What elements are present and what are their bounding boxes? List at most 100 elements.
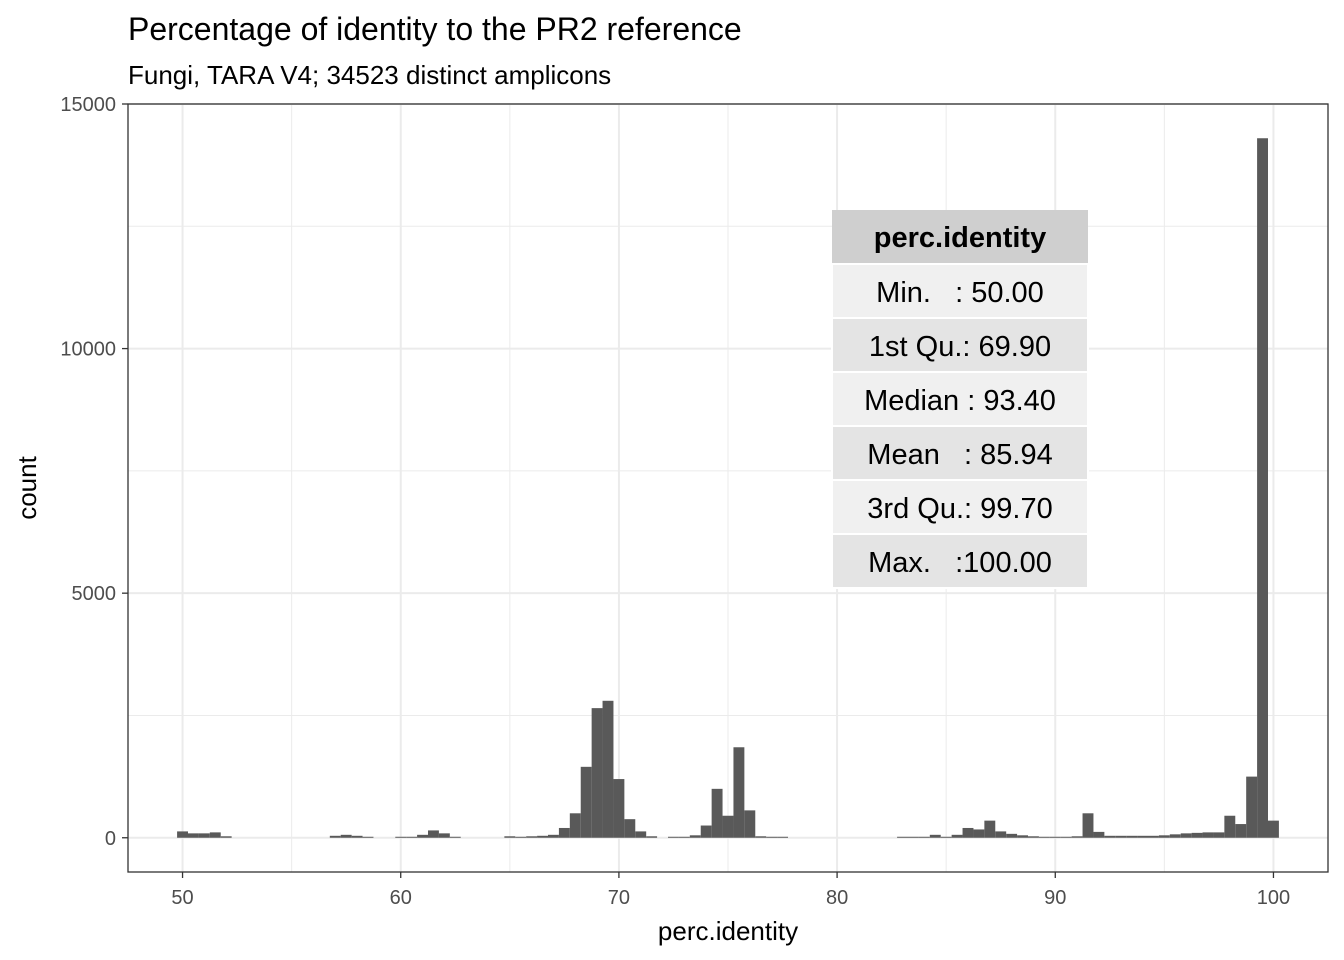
table-row <box>831 371 1089 427</box>
histogram-bar <box>526 836 538 838</box>
y-tick-label: 15000 <box>60 94 116 116</box>
table-header-cell <box>832 210 1088 264</box>
histogram-bar <box>995 831 1007 838</box>
histogram-bar <box>188 833 199 838</box>
histogram-bar <box>777 836 788 838</box>
histogram-bar <box>744 810 756 838</box>
histogram-bar <box>940 836 952 838</box>
table-header: perc.identity <box>874 222 1046 254</box>
histogram-bar <box>1038 836 1050 838</box>
histogram-bar <box>1148 835 1159 838</box>
histogram-bar <box>1257 138 1268 838</box>
table-cell: 1st Qu.: 69.90 <box>869 331 1051 363</box>
histogram-bar <box>1158 835 1170 838</box>
histogram-bar <box>689 835 701 838</box>
histogram-bars <box>177 138 1279 838</box>
histogram-bar <box>209 832 221 838</box>
histogram-bar <box>1017 835 1028 838</box>
table-cell: Mean : 85.94 <box>867 439 1052 471</box>
y-tick-label: 0 <box>105 828 116 850</box>
histogram-bar <box>951 834 963 838</box>
histogram-bar <box>428 830 439 838</box>
histogram-bar <box>1202 832 1214 838</box>
y-tick-label: 10000 <box>60 339 116 361</box>
histogram-bar <box>897 836 908 838</box>
histogram-bar <box>548 834 559 838</box>
histogram-bar <box>1268 820 1279 838</box>
histogram-bar <box>580 766 592 838</box>
histogram-bar <box>340 834 352 838</box>
histogram-bar <box>558 827 570 838</box>
histogram-bar <box>591 708 603 838</box>
histogram-bar <box>635 831 647 838</box>
histogram-bar <box>351 835 363 838</box>
y-tick-label: 5000 <box>72 583 117 605</box>
histogram-bar <box>537 835 548 838</box>
y-axis-label: count <box>12 455 42 519</box>
histogram-bar <box>1093 831 1105 838</box>
histogram-bar <box>1137 835 1148 838</box>
histogram-bar <box>1213 832 1225 838</box>
histogram-bar <box>766 836 778 838</box>
table-row <box>831 533 1089 589</box>
histogram-bar <box>733 747 745 838</box>
histogram-bar <box>613 779 625 838</box>
grid-lines <box>128 103 1328 872</box>
chart-title: Percentage of identity to the PR2 refere… <box>128 11 742 47</box>
histogram-bar <box>515 836 527 838</box>
histogram-bar <box>929 834 941 838</box>
histogram-bar <box>449 836 461 838</box>
histogram-bar <box>504 836 516 838</box>
histogram-bar <box>602 700 614 838</box>
histogram-bar <box>678 836 690 838</box>
chart-subtitle: Fungi, TARA V4; 34523 distinct amplicons <box>128 60 611 90</box>
table-row <box>831 263 1089 319</box>
histogram-bar <box>406 836 418 838</box>
summary-table: perc.identity Min. : 50.00 1st Qu.: 69.90 M… <box>831 210 1089 589</box>
table-row <box>831 479 1089 535</box>
histogram-bar <box>755 836 767 838</box>
histogram-bar <box>984 820 996 838</box>
x-tick-label: 60 <box>390 887 412 909</box>
histogram-bar <box>918 836 930 838</box>
x-tick-label: 100 <box>1257 887 1290 909</box>
x-tick-label: 70 <box>608 887 630 909</box>
histogram-bar <box>1235 824 1247 838</box>
table-row <box>831 425 1089 481</box>
panel-border <box>127 103 1329 873</box>
x-tick-label: 90 <box>1044 887 1066 909</box>
x-tick-label: 80 <box>826 887 848 909</box>
histogram-bar <box>1006 833 1018 838</box>
histogram-bar <box>1049 836 1061 838</box>
histogram-bar <box>711 788 723 838</box>
histogram-bar <box>646 836 658 838</box>
x-axis-label: perc.identity <box>658 916 798 946</box>
histogram-bar <box>177 831 188 838</box>
axes: 50 60 70 80 90 100 0 5000 10000 15000 <box>60 94 1290 909</box>
histogram-bar <box>1191 832 1203 838</box>
table-row <box>831 317 1089 373</box>
histogram-bar <box>395 836 407 838</box>
histogram-bar <box>1060 836 1072 838</box>
histogram-bar <box>962 827 974 838</box>
table-cell: Min. : 50.00 <box>876 277 1044 309</box>
histogram-bar <box>1071 836 1083 838</box>
histogram-bar <box>1169 834 1181 838</box>
histogram-bar <box>1180 833 1192 838</box>
histogram-bar <box>908 836 919 838</box>
histogram-bar <box>1246 776 1258 838</box>
x-tick-label: 50 <box>171 887 193 909</box>
histogram-bar <box>329 835 341 838</box>
histogram-bar <box>438 833 450 838</box>
table-cell: Median : 93.40 <box>864 385 1056 417</box>
histogram-bar <box>1224 815 1236 838</box>
histogram-bar <box>973 829 985 838</box>
histogram-bar <box>624 819 636 838</box>
histogram-bar <box>1028 836 1039 838</box>
histogram-bar <box>1115 835 1127 838</box>
histogram-bar <box>1082 813 1094 838</box>
histogram-bar <box>722 815 734 838</box>
table-cell: 3rd Qu.: 99.70 <box>867 493 1052 525</box>
histogram-bar <box>569 813 581 838</box>
